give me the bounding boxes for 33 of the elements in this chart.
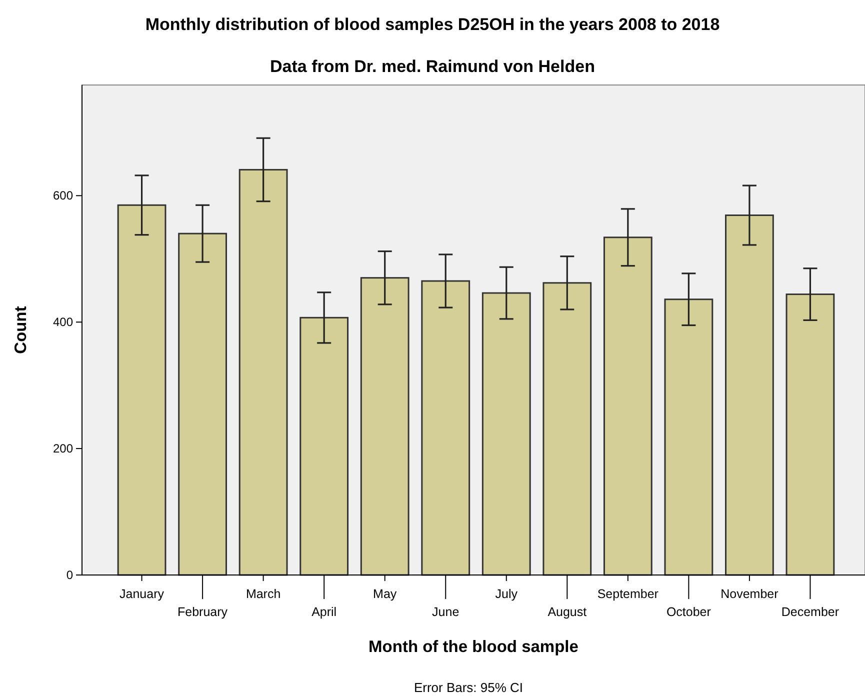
x-tick-label: September [597,587,658,601]
bar [482,292,531,576]
x-tick-label: October [666,605,711,619]
bar [117,204,166,576]
y-tick-label: 400 [52,315,74,330]
x-tick-label: December [781,605,840,619]
x-tick-label: June [432,605,460,619]
bar [178,232,227,576]
x-tick-label: March [246,587,281,601]
bar [360,277,410,576]
bar [300,316,349,576]
bar [786,294,835,576]
text: Error Bars: 95% CI [414,680,524,695]
x-axis-title: Month of the blood sample [368,638,578,656]
x-tick-label: May [373,587,398,601]
bar [664,298,714,576]
bar [725,214,774,576]
x-tick-label: July [495,587,518,601]
x-tick-label: January [120,587,165,601]
x-tick-label: November [720,587,778,601]
bar [542,282,592,576]
x-tick-label: April [312,605,337,619]
y-tick-label: 200 [52,442,74,456]
bar [238,168,288,576]
y-tick-label: 0 [66,568,74,582]
x-tick-label: February [178,605,228,619]
y-tick-label: 600 [52,188,74,203]
chart-title: Monthly distribution of blood samples D25OH in the years 2008 to 2018 [145,15,720,34]
x-tick-label: August [548,605,588,619]
bar [603,236,652,576]
chart-subtitle: Data from Dr. med. Raimund von Helden [270,57,595,76]
bar [421,280,470,576]
y-axis-title: Count [12,306,30,354]
